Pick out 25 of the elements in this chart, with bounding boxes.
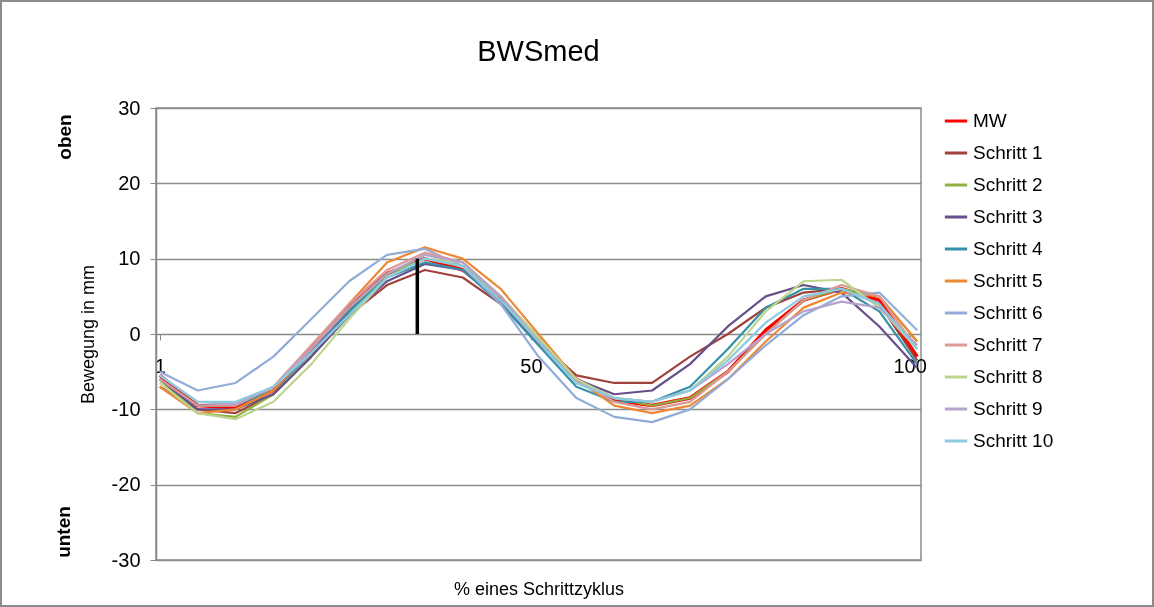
legend-label: Schritt 1 [973, 142, 1043, 163]
legend-label: Schritt 8 [973, 366, 1043, 387]
y-tick-label: -20 [111, 473, 141, 496]
legend-label: Schritt 6 [973, 302, 1043, 323]
legend-label: Schritt 9 [973, 398, 1043, 419]
legend-label: Schritt 4 [973, 238, 1044, 259]
x-tick-label: 50 [520, 354, 543, 377]
text: unten [52, 506, 75, 558]
legend-label: MW [973, 110, 1007, 131]
legend-label: Schritt 3 [973, 206, 1043, 227]
chart-title: BWSmed [477, 35, 600, 67]
y-axis-title: Bewegung in mm [77, 264, 98, 405]
y-tick-label: 30 [118, 96, 141, 119]
y-tick-label: -30 [111, 548, 141, 571]
y-tick-label: 10 [118, 247, 141, 270]
y-tick-label: 20 [118, 171, 141, 194]
y-tick-label: -10 [111, 397, 141, 420]
legend-label: Schritt 10 [973, 430, 1054, 451]
text: oben [53, 114, 76, 160]
x-axis-title: % eines Schrittzyklus [453, 578, 625, 599]
y-tick-label: 0 [129, 322, 141, 345]
legend-label: Schritt 7 [973, 334, 1043, 355]
legend-label: Schritt 2 [973, 174, 1043, 195]
legend-label: Schritt 5 [973, 270, 1043, 291]
x-tick-label: 100 [893, 354, 927, 377]
